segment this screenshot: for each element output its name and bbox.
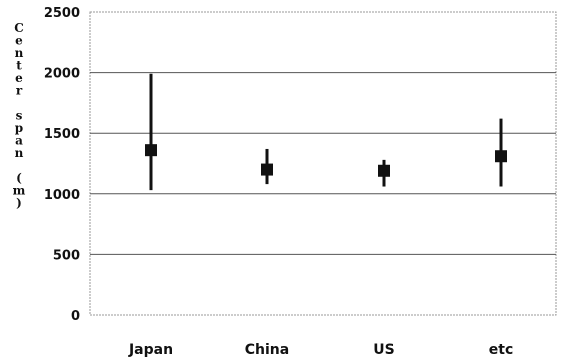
plot-area-border [89,11,557,316]
y-axis-tick-labels: 0 500 1000 1500 2000 2500 [44,6,80,324]
x-category-label: Japan [128,342,173,358]
gridlines [90,72,556,255]
y-tick-label: 2000 [44,67,80,82]
center-marker [261,163,273,176]
x-category-label: China [245,342,289,358]
y-tick-label: 1000 [44,188,80,203]
center-markers [145,144,507,177]
center-marker [145,144,157,157]
range-whiskers [149,73,503,191]
y-tick-label: 1500 [44,127,80,142]
y-tick-label: 500 [53,248,80,263]
x-category-label: etc [489,342,514,358]
center-marker [495,150,507,163]
center-marker [378,164,390,177]
x-category-label: US [373,342,394,358]
y-tick-label: 0 [71,309,80,324]
y-tick-label: 2500 [44,6,80,21]
x-axis-category-labels: Japan China US etc [128,342,513,358]
